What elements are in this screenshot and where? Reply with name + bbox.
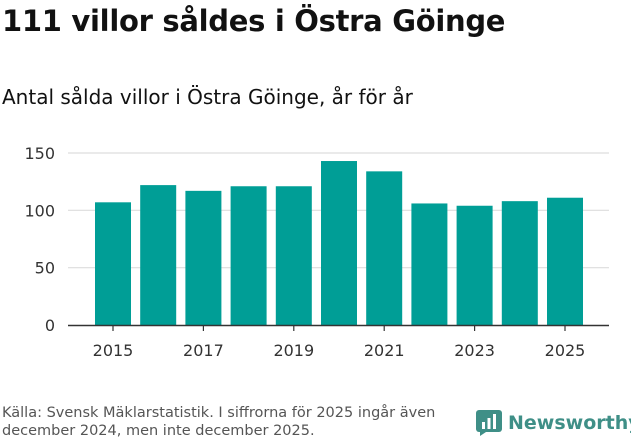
x-tick-label: 2023 xyxy=(454,341,495,360)
bar-chart-logo-icon xyxy=(476,410,502,436)
y-tick-label: 150 xyxy=(24,144,55,163)
source-line-1: Källa: Svensk Mäklarstatistik. I siffror… xyxy=(2,405,436,421)
source-note: Källa: Svensk Mäklarstatistik. I siffror… xyxy=(2,404,472,440)
brand-name: Newsworthy xyxy=(508,412,631,434)
bar-2018 xyxy=(230,186,267,325)
bar-2023 xyxy=(456,205,493,325)
x-tick-label: 2015 xyxy=(93,341,134,360)
bar-chart: 0 50 100 150 2015 2017 2019 2021 2023 2025 xyxy=(24,144,609,360)
y-tick-label: 0 xyxy=(45,316,55,335)
newsworthy-logo: Newsworthy xyxy=(476,410,631,436)
y-tick-label: 100 xyxy=(24,201,55,220)
source-line-2: december 2024, men inte december 2025. xyxy=(2,423,315,439)
bar-2020 xyxy=(321,161,357,325)
chart-subtitle: Antal sålda villor i Östra Göinge, år fö… xyxy=(2,85,413,109)
x-tick-label: 2019 xyxy=(273,341,314,360)
x-tick-label: 2017 xyxy=(183,341,224,360)
x-tick-label: 2025 xyxy=(545,341,586,360)
bar-2015 xyxy=(95,202,131,325)
bar-2021 xyxy=(366,171,403,325)
bar-2022 xyxy=(411,203,448,325)
bar-2019 xyxy=(275,186,312,325)
bar-2016 xyxy=(140,185,177,325)
bar-2025 xyxy=(547,197,583,325)
x-tick-label: 2021 xyxy=(364,341,405,360)
bar-2024 xyxy=(501,201,538,325)
chart-title: 111 villor såldes i Östra Göinge xyxy=(2,4,506,38)
bar-2017 xyxy=(185,190,222,325)
y-tick-label: 50 xyxy=(35,259,55,278)
